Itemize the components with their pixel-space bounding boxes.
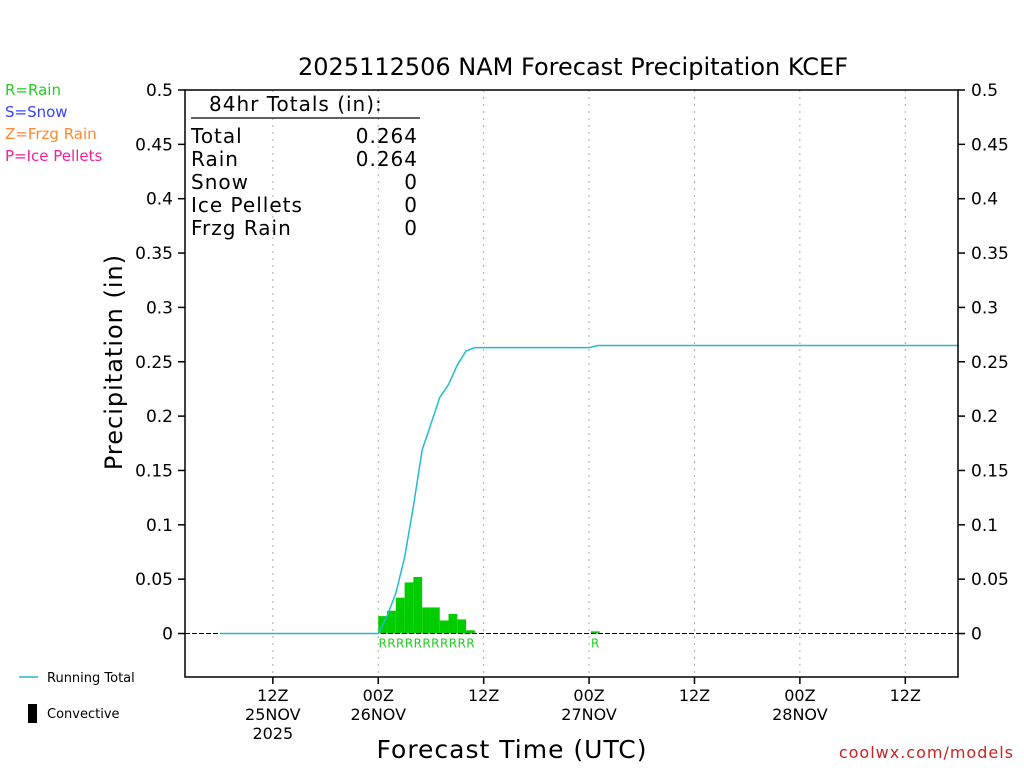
series-legend: Running Total Convective: [19, 671, 135, 723]
y-tick-label: 0.2: [146, 407, 173, 427]
totals-box: 84hr Totals (in): Total 0.264 Rain 0.264 Snow…: [190, 92, 420, 240]
precip-bar: [590, 631, 600, 634]
y-tick-label: 0.05: [135, 570, 173, 590]
y-tick-label: 0.1: [146, 516, 173, 536]
totals-row-value: 0: [404, 170, 418, 194]
y-tick-label: 0.25: [135, 353, 173, 373]
x-tick-label: 26NOV: [350, 705, 406, 724]
y-tick-label: 0.4: [971, 190, 998, 210]
running-total-polyline: [220, 344, 958, 635]
hourly-precip-bars: [378, 576, 600, 634]
y-tick-label: 0.35: [971, 244, 1009, 264]
precip-type-code: R: [466, 637, 474, 651]
y-tick-label: 0.4: [146, 190, 173, 210]
convective-swatch: [28, 704, 37, 723]
running-total-line: [220, 344, 958, 635]
totals-row-value: 0: [404, 193, 418, 217]
precip-type-legend-item: R=Rain: [5, 81, 61, 99]
precip-type-code: R: [387, 637, 395, 651]
x-axis-label: Forecast Time (UTC): [377, 735, 648, 764]
totals-heading: 84hr Totals (in):: [209, 92, 383, 116]
precip-type-code: R: [458, 637, 466, 651]
y-tick-label: 0.15: [135, 461, 173, 481]
precip-bar: [457, 619, 467, 634]
y-tick-label: 0.1: [971, 516, 998, 536]
precip-bar: [448, 613, 458, 634]
y-axis-label: Precipitation (in): [100, 254, 128, 470]
y-tick-label: 0.2: [971, 407, 998, 427]
totals-row-label: Ice Pellets: [191, 193, 303, 217]
precip-bar: [404, 582, 414, 634]
precip-type-code: R: [405, 637, 413, 651]
precip-type-code: R: [449, 637, 457, 651]
precip-bar: [413, 576, 423, 634]
x-tick-label: 12Z: [890, 686, 921, 705]
totals-row-value: 0.264: [356, 147, 418, 171]
x-tick-label: 12Z: [679, 686, 710, 705]
y-axis-left: 0.5 0.45 0.4 0.35 0.3 0.25 0.2 0.15 0.1 0.05 0: [135, 81, 185, 645]
precip-bar: [395, 597, 405, 634]
x-tick-label: 28NOV: [772, 705, 828, 724]
y-tick-label: 0.3: [971, 298, 998, 318]
precip-type-code: R: [414, 637, 422, 651]
precip-bar: [387, 610, 396, 634]
x-tick-label: 00Z: [363, 686, 394, 705]
y-tick-label: 0: [162, 625, 173, 645]
plot-frame: [184, 89, 959, 678]
y-tick-label: 0.25: [971, 353, 1009, 373]
y-tick-label: 0: [971, 625, 982, 645]
precip-type-code: R: [431, 637, 439, 651]
x-tick-label: 25NOV: [245, 705, 301, 724]
x-tick-label: 12Z: [257, 686, 288, 705]
precip-type-code: R: [422, 637, 430, 651]
chart-title: 2025112506 NAM Forecast Precipitation KC…: [298, 53, 848, 81]
y-tick-label: 0.45: [135, 135, 173, 155]
x-tick-label: 00Z: [784, 686, 815, 705]
x-tick-label: 2025: [252, 724, 293, 743]
totals-row-label: Frzg Rain: [191, 216, 292, 240]
plot-border: [184, 89, 959, 678]
totals-row-label: Rain: [191, 147, 239, 171]
x-tick-label: 27NOV: [561, 705, 617, 724]
x-tick-label: 12Z: [468, 686, 499, 705]
precip-bar: [422, 607, 431, 634]
y-tick-label: 0.35: [135, 244, 173, 264]
totals-row-value: 0.264: [356, 124, 418, 148]
precip-type-code: R: [396, 637, 404, 651]
totals-row-label: Total: [190, 124, 243, 148]
credit-text: coolwx.com/models: [838, 743, 1014, 762]
y-tick-label: 0.3: [146, 298, 173, 318]
y-tick-label: 0.5: [146, 81, 173, 101]
running-total-legend-label: Running Total: [47, 671, 135, 686]
y-tick-label: 0.5: [971, 81, 998, 101]
totals-row-label: Snow: [191, 170, 249, 194]
y-tick-label: 0.45: [971, 135, 1009, 155]
precip-type-legend-item: S=Snow: [5, 103, 68, 121]
precip-type-legend-item: Z=Frzg Rain: [5, 125, 97, 143]
totals-row-value: 0: [404, 216, 418, 240]
x-tick-label: 00Z: [573, 686, 604, 705]
precip-bar: [466, 630, 475, 634]
grid-lines: [272, 90, 906, 677]
convective-legend-label: Convective: [47, 707, 120, 722]
y-tick-label: 0.05: [971, 570, 1009, 590]
y-axis-right: 0.5 0.45 0.4 0.35 0.3 0.25 0.2 0.15 0.1 0.05 0: [958, 81, 1009, 645]
precip-type-legend: R=Rain S=Snow Z=Frzg Rain P=Ice Pellets: [5, 79, 102, 167]
precip-type-code: R: [378, 637, 386, 651]
precip-type-legend-item: P=Ice Pellets: [5, 147, 103, 165]
y-tick-label: 0.15: [971, 461, 1009, 481]
precip-bar: [430, 607, 440, 634]
precip-type-code: R: [591, 637, 599, 651]
precip-type-code: R: [440, 637, 448, 651]
precip-bar: [439, 620, 449, 634]
